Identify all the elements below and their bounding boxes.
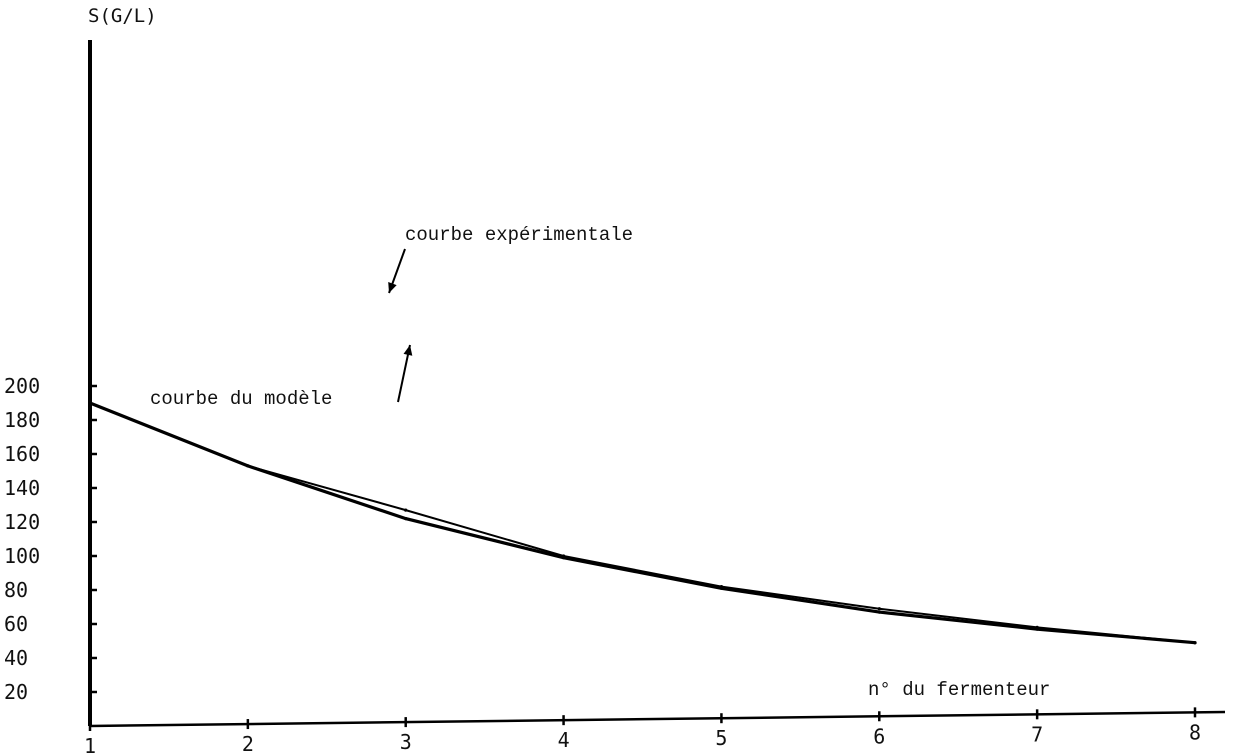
series-modele xyxy=(88,401,1197,645)
y-tick-label: 140 xyxy=(4,476,40,500)
x-tick-label: 8 xyxy=(1189,720,1201,744)
x-axis xyxy=(89,710,1226,728)
y-tick-label: 20 xyxy=(4,680,28,704)
data-point xyxy=(404,508,408,512)
data-point xyxy=(1035,627,1039,631)
x-tick-label: 4 xyxy=(558,728,570,752)
annotation-experimentale: courbe expérimentale xyxy=(405,224,633,246)
series-experimentale xyxy=(88,401,1197,645)
x-tick-label: 5 xyxy=(715,726,727,750)
data-point xyxy=(404,517,408,521)
y-tick-label: 160 xyxy=(4,442,40,466)
y-tick-label: 40 xyxy=(4,646,28,670)
axes xyxy=(88,40,1226,728)
data-point xyxy=(246,464,250,468)
series-line xyxy=(89,401,1196,645)
annotation-modele: courbe du modèle xyxy=(150,388,332,410)
y-tick-label: 120 xyxy=(4,510,40,534)
data-point xyxy=(561,556,566,560)
y-ticks: 20 40 60 80 100 120 140 160 180 200 xyxy=(4,374,97,704)
arrow-head xyxy=(388,282,397,293)
data-point xyxy=(1193,641,1197,645)
y-axis-title: S(G/L) xyxy=(88,5,157,27)
x-tick-label: 2 xyxy=(242,732,254,753)
x-tick-label: 7 xyxy=(1031,722,1043,746)
y-tick-label: 200 xyxy=(4,374,40,398)
y-tick-label: 100 xyxy=(4,544,40,568)
series-line xyxy=(89,402,1196,644)
y-tick-label: 60 xyxy=(4,612,28,636)
x-tick-label: 1 xyxy=(84,734,96,753)
x-axis-title: n° du fermenteur xyxy=(868,679,1050,701)
x-tick-label: 3 xyxy=(400,730,412,753)
annotations: courbe expérimentale courbe du modèle xyxy=(150,224,633,410)
series-group xyxy=(88,401,1197,645)
data-point xyxy=(877,610,881,614)
y-tick-label: 80 xyxy=(4,578,28,602)
data-point xyxy=(877,607,881,611)
x-ticks: 1 2 3 4 5 6 7 8 xyxy=(84,707,1201,753)
arrow-head xyxy=(403,345,413,356)
data-point xyxy=(88,401,92,405)
x-tick-label: 6 xyxy=(873,724,885,748)
y-tick-label: 180 xyxy=(4,408,40,432)
data-point xyxy=(719,586,724,590)
